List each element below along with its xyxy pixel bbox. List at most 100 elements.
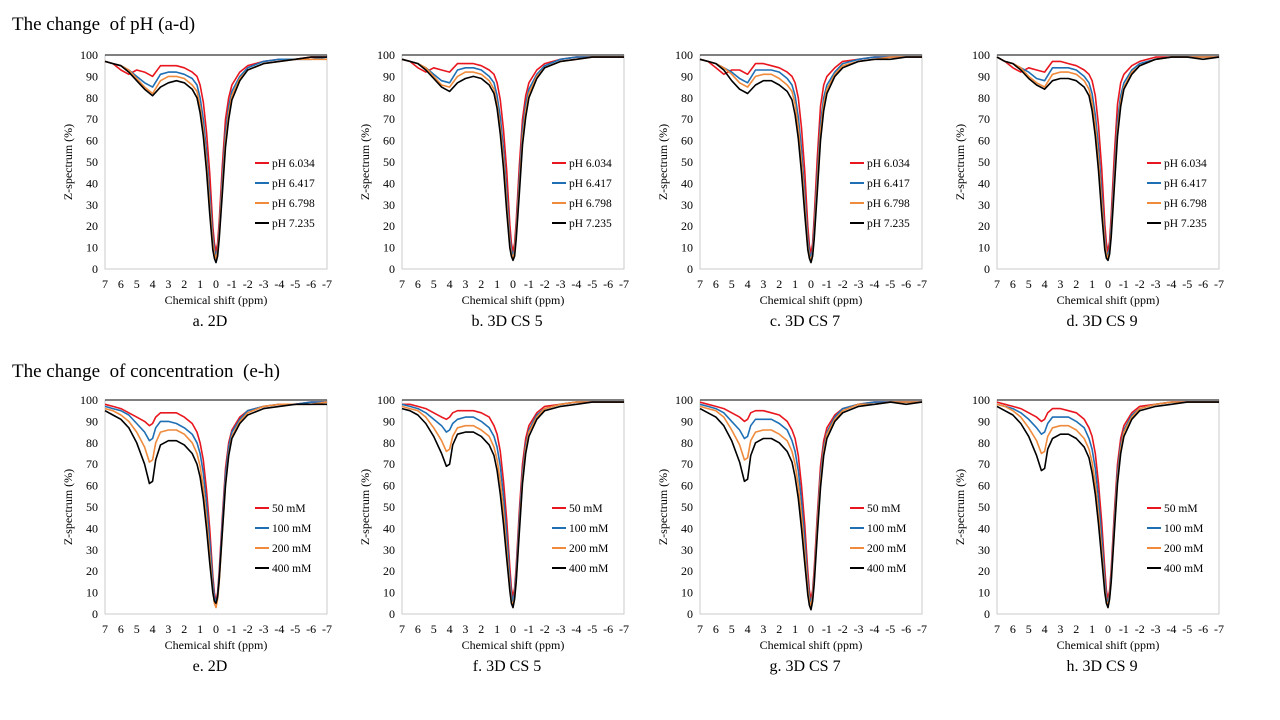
y-tick-label: 10 [383,586,395,600]
x-tick-label: -6 [306,277,316,291]
legend-label: 50 mM [569,503,603,515]
x-tick-label: 5 [134,277,140,291]
legend-label: 200 mM [569,543,608,555]
y-tick-label: 30 [978,198,990,212]
panel-caption: h. 3D CS 9 [1066,658,1138,675]
panel-caption: e. 2D [192,658,228,675]
y-tick-label: 10 [86,241,98,255]
x-tick-label: 4 [150,277,156,291]
legend-label: pH 7.235 [867,218,910,230]
x-tick-label: -7 [917,277,927,291]
legend-label: pH 6.798 [569,198,612,210]
panel-caption: c. 3D CS 7 [769,313,841,330]
x-tick-label: 7 [697,622,703,636]
legend-label: pH 6.417 [569,178,612,190]
y-tick-label: 50 [681,155,693,169]
y-tick-label: 40 [978,176,990,190]
series-line-4 [401,56,624,262]
y-tick-label: 60 [978,134,990,148]
x-tick-label: 0 [1105,277,1111,291]
legend-label: pH 6.798 [272,198,315,210]
y-tick-label: 80 [383,436,395,450]
legend-label: 50 mM [1164,503,1198,515]
x-tick-label: -6 [1198,622,1208,636]
x-tick-label: -5 [885,277,895,291]
x-tick-label: -7 [1214,622,1224,636]
legend-label: 200 mM [272,543,311,555]
x-tick-label: 5 [729,277,735,291]
y-tick-label: 0 [984,262,990,276]
panel-caption: d. 3D CS 9 [1066,313,1138,330]
y-tick-label: 100 [675,393,693,407]
x-tick-label: 6 [713,622,719,636]
legend-label: pH 7.235 [569,218,612,230]
x-tick-label: -3 [556,622,566,636]
series-line-1 [996,401,1219,600]
x-axis-title: Chemical shift (ppm) [165,638,268,652]
x-tick-label: 7 [994,277,1000,291]
y-tick-label: 70 [978,457,990,471]
x-tick-label: 7 [994,622,1000,636]
y-axis-title: Z-spectrum (%) [358,124,372,200]
legend-label: pH 6.417 [272,178,315,190]
x-tick-label: 1 [1089,622,1095,636]
x-tick-label: 0 [213,277,219,291]
legend-label: 100 mM [1164,523,1203,535]
series-line-4 [699,401,923,611]
y-tick-label: 80 [383,91,395,105]
y-tick-label: 30 [383,198,395,212]
x-tick-label: 0 [1105,622,1111,636]
y-tick-label: 90 [681,414,693,428]
x-tick-label: -7 [619,622,629,636]
x-tick-label: -6 [1198,277,1208,291]
y-tick-label: 80 [86,436,98,450]
y-tick-label: 90 [86,414,98,428]
series-line-4 [996,401,1219,609]
x-tick-label: -2 [1135,622,1145,636]
y-tick-label: 10 [978,586,990,600]
x-tick-label: 2 [478,277,484,291]
x-tick-label: 4 [447,277,453,291]
y-tick-label: 0 [389,607,395,621]
y-tick-label: 50 [86,155,98,169]
x-tick-label: 0 [510,622,516,636]
x-tick-label: 5 [1026,622,1032,636]
series-line-4 [104,403,327,605]
x-tick-label: 1 [197,622,203,636]
x-tick-label: -6 [901,277,911,291]
y-tick-label: 20 [681,564,693,578]
series-line-3 [699,401,922,607]
x-tick-label: -3 [1151,622,1161,636]
x-tick-label: -1 [524,622,534,636]
x-tick-label: 0 [213,622,219,636]
y-tick-label: 10 [681,586,693,600]
series-line-1 [699,401,922,600]
y-tick-label: 70 [681,112,693,126]
y-tick-label: 20 [383,564,395,578]
x-tick-label: 3 [462,622,468,636]
x-tick-label: -4 [274,277,284,291]
legend-label: 50 mM [867,503,901,515]
x-tick-label: -4 [1166,277,1176,291]
series-line-4 [401,401,624,609]
y-tick-label: 0 [687,262,693,276]
x-tick-label: -1 [822,622,832,636]
series-line-3 [104,401,328,609]
y-tick-label: 30 [681,543,693,557]
x-tick-label: 7 [102,622,108,636]
x-tick-label: -7 [1214,277,1224,291]
y-tick-label: 0 [92,607,98,621]
x-axis-title: Chemical shift (ppm) [165,293,268,307]
chart-panel-b: 0 10 20 30 40 50 60 70 80 90 100 7 6 5 4 3 2 1 0 -1 -2 -3 -4 -5… [357,45,657,345]
y-tick-label: 30 [383,543,395,557]
x-axis-title: Chemical shift (ppm) [1057,638,1160,652]
chart-panel-a: 0 10 20 30 40 50 60 70 80 90 100 7 6 5 4 3 2 1 0 -1 -2 -3 -4 -5… [60,45,360,345]
legend-label: pH 6.034 [272,158,315,170]
x-axis-title: Chemical shift (ppm) [462,293,565,307]
legend-label: pH 6.417 [1164,178,1207,190]
y-tick-label: 30 [86,543,98,557]
